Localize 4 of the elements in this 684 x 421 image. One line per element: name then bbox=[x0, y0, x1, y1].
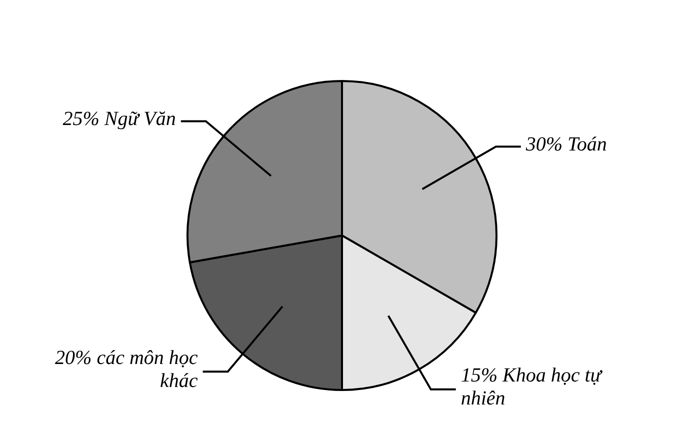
slice-label: 15% Khoa học tự nhiên bbox=[460, 364, 604, 410]
slice-label: 25% Ngữ Văn bbox=[62, 108, 176, 130]
slice-label: 20% các môn học khác bbox=[55, 346, 198, 392]
slice-label: 30% Toán bbox=[524, 133, 607, 156]
